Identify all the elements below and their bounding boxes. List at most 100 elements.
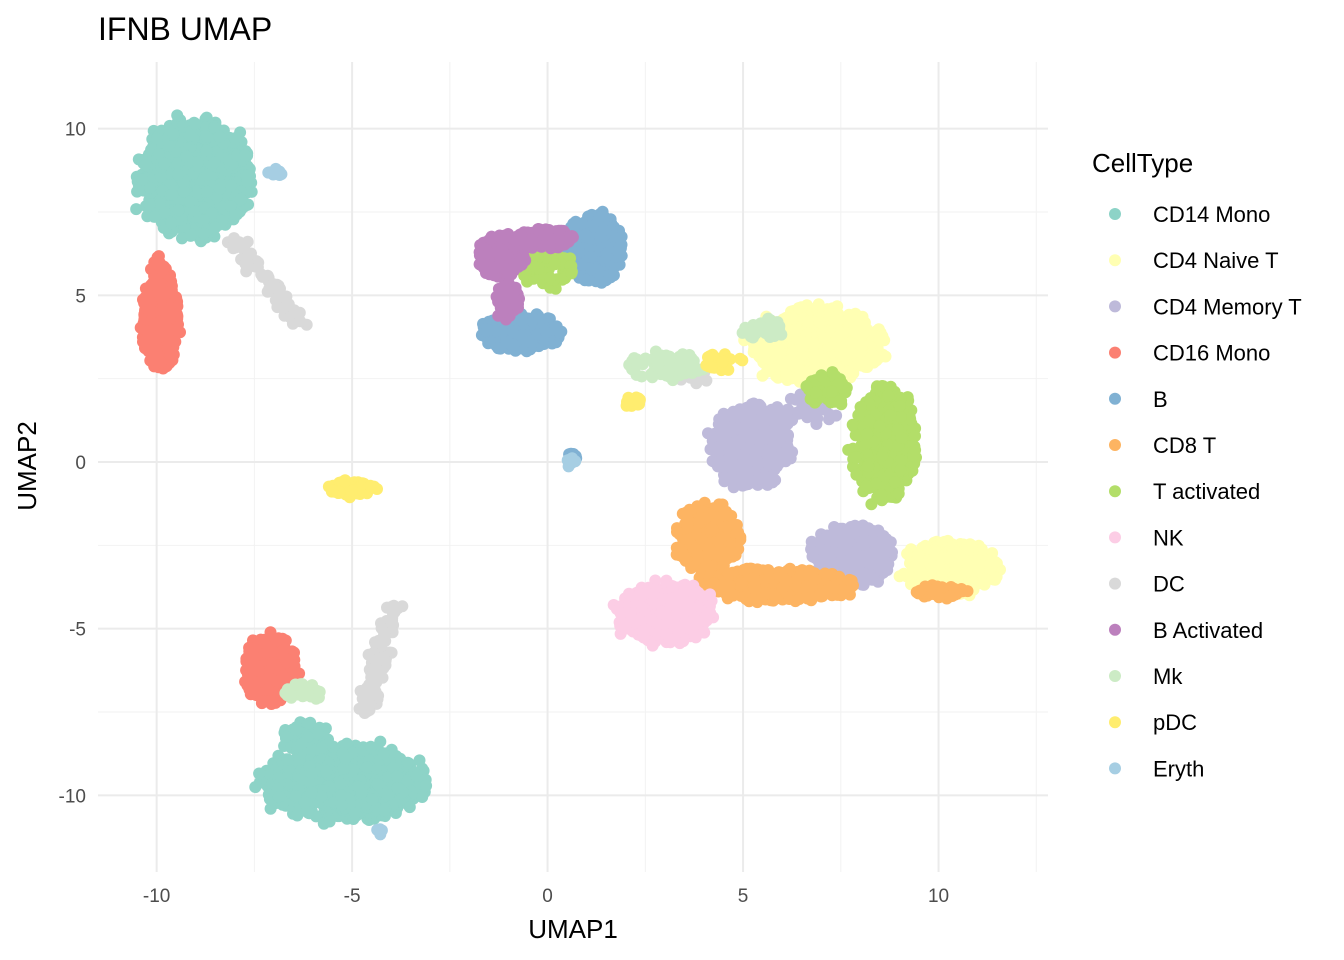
data-point: [152, 148, 165, 160]
data-point: [760, 346, 773, 359]
data-point: [372, 778, 384, 791]
data-point: [149, 210, 162, 223]
data-point: [808, 338, 820, 351]
data-point: [158, 157, 171, 170]
data-point: [224, 200, 237, 212]
data-point: [828, 315, 841, 328]
data-point: [805, 535, 818, 548]
data-point: [869, 330, 882, 343]
data-point: [340, 737, 353, 750]
data-point: [239, 149, 252, 162]
data-point: [837, 557, 850, 570]
series-cd14-mono: [130, 109, 433, 830]
data-point: [806, 550, 819, 563]
data-point: [916, 568, 929, 581]
data-point: [401, 774, 414, 787]
data-point: [320, 765, 333, 778]
data-point: [786, 312, 799, 324]
data-point: [962, 543, 975, 556]
data-point: [287, 666, 300, 679]
data-point: [770, 370, 783, 382]
data-point: [861, 361, 874, 373]
data-point: [967, 576, 980, 588]
data-point: [167, 128, 180, 141]
data-point: [177, 185, 190, 198]
data-point: [198, 227, 210, 240]
data-point: [801, 315, 814, 328]
data-point: [611, 244, 624, 257]
data-point: [155, 356, 167, 369]
data-point: [766, 476, 779, 489]
data-point: [225, 179, 238, 192]
data-point: [272, 790, 285, 803]
data-point: [209, 221, 222, 234]
data-point: [775, 419, 788, 431]
data-point: [290, 723, 303, 736]
data-point: [130, 203, 143, 216]
data-point: [166, 188, 179, 201]
data-point: [762, 433, 775, 446]
data-point: [832, 330, 845, 343]
data-point: [722, 436, 735, 449]
data-point: [798, 407, 811, 420]
data-point: [305, 767, 318, 780]
data-point: [842, 348, 855, 361]
data-point: [855, 329, 868, 342]
data-point: [311, 727, 324, 740]
data-point: [403, 801, 416, 814]
data-point: [579, 273, 592, 286]
data-point: [592, 212, 605, 225]
data-point: [171, 109, 184, 122]
data-point: [391, 770, 404, 783]
data-point: [155, 170, 168, 183]
data-point: [382, 789, 395, 802]
data-point: [355, 787, 368, 800]
data-point: [413, 754, 426, 767]
data-point: [360, 761, 373, 774]
data-point: [200, 144, 213, 157]
data-point: [763, 444, 776, 457]
data-point: [240, 674, 253, 687]
data-point: [191, 187, 204, 200]
data-point: [279, 634, 292, 647]
data-point: [818, 332, 831, 345]
data-point: [869, 551, 882, 564]
data-point: [234, 193, 247, 206]
data-point: [792, 302, 805, 315]
data-point: [291, 809, 304, 822]
data-point: [861, 523, 874, 536]
data-point: [264, 802, 277, 815]
data-point: [282, 762, 295, 775]
data-point: [851, 549, 864, 562]
data-point: [951, 548, 964, 561]
data-point: [259, 695, 272, 708]
data-point: [842, 366, 855, 379]
data-point: [795, 335, 808, 348]
data-point: [153, 256, 166, 269]
data-point: [878, 560, 891, 573]
data-point: [248, 642, 260, 655]
data-point: [712, 441, 725, 454]
data-point: [281, 753, 294, 766]
data-point: [176, 232, 188, 245]
data-point: [901, 547, 914, 560]
data-point: [197, 214, 210, 226]
data-point: [315, 790, 328, 803]
data-point: [280, 730, 292, 743]
data-point: [144, 304, 157, 317]
data-point: [158, 206, 171, 219]
data-point: [960, 565, 973, 578]
data-point: [607, 269, 620, 282]
data-point: [253, 664, 265, 677]
data-point: [136, 173, 149, 186]
data-point: [162, 322, 175, 335]
data-point: [401, 756, 414, 769]
data-point: [810, 418, 823, 430]
data-point: [410, 770, 423, 783]
data-point: [420, 779, 433, 792]
data-point: [382, 770, 395, 783]
data-point: [741, 456, 754, 469]
data-point: [594, 230, 607, 243]
series-cd16-mono: [134, 250, 306, 710]
data-point: [748, 343, 761, 356]
